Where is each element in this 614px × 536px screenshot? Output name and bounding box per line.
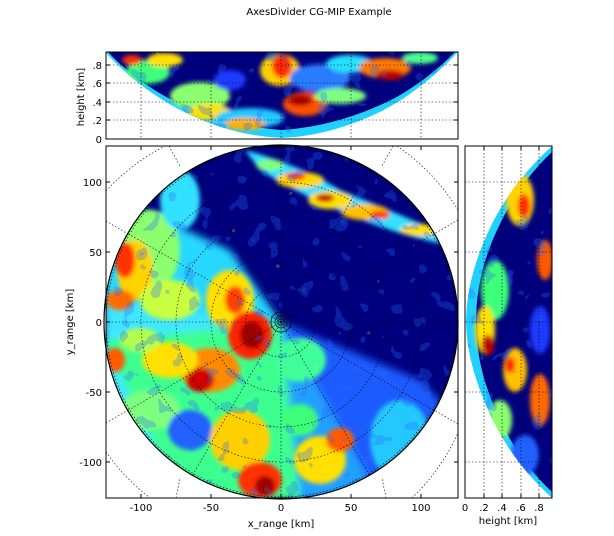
right-panel: 0 .2 .4 .6 .8 height [km] [462, 145, 553, 527]
top-ytick-label: .6 [92, 79, 102, 90]
figure-title: AxesDivider CG-MIP Example [246, 7, 391, 18]
main-ytick-label: 100 [83, 178, 102, 189]
right-xtick-label: .8 [534, 503, 544, 514]
top-ytick-label: .8 [92, 61, 102, 72]
top-panel-ylabel: height [km] [76, 68, 87, 126]
main-xtick-label: -50 [203, 503, 219, 514]
right-xtick-label: .4 [497, 503, 507, 514]
main-panel-ylabel: y_range [km] [65, 289, 76, 356]
top-panel-yticks [106, 64, 458, 140]
main-ytick-label: 0 [96, 318, 102, 329]
main-xtick-label: 50 [345, 503, 358, 514]
main-panel: -100 -50 0 50 100 100 50 0 -50 -100 x_ra… [65, 144, 459, 530]
right-panel-image [465, 146, 552, 498]
right-panel-xticks [464, 146, 540, 498]
top-panel-grid [106, 52, 458, 139]
main-xtick-label: 100 [411, 503, 430, 514]
right-panel-xlabel: height [km] [479, 516, 537, 527]
top-panel: 0 .2 .4 .6 .8 height [km] [76, 51, 459, 146]
right-xtick-label: .6 [516, 503, 526, 514]
right-xtick-label: .2 [479, 503, 489, 514]
main-ytick-label: -100 [79, 458, 102, 469]
main-panel-outer-grid [105, 145, 459, 499]
top-ytick-label: .4 [92, 98, 102, 109]
main-panel-xlabel: x_range [km] [248, 519, 315, 530]
right-panel-grid [465, 146, 552, 498]
main-xtick-label: -100 [130, 503, 153, 514]
top-panel-frame [105, 51, 459, 140]
main-ytick-label: -50 [86, 388, 102, 399]
main-xtick-label: 0 [278, 503, 284, 514]
top-panel-image [106, 52, 458, 139]
main-panel-image [104, 145, 458, 499]
right-xtick-label: 0 [462, 503, 468, 514]
right-panel-frame [464, 145, 553, 499]
top-ytick-label: .2 [92, 116, 102, 127]
main-ytick-label: 50 [89, 248, 102, 259]
top-ytick-label: 0 [96, 135, 102, 146]
main-panel-ticks [106, 146, 458, 498]
